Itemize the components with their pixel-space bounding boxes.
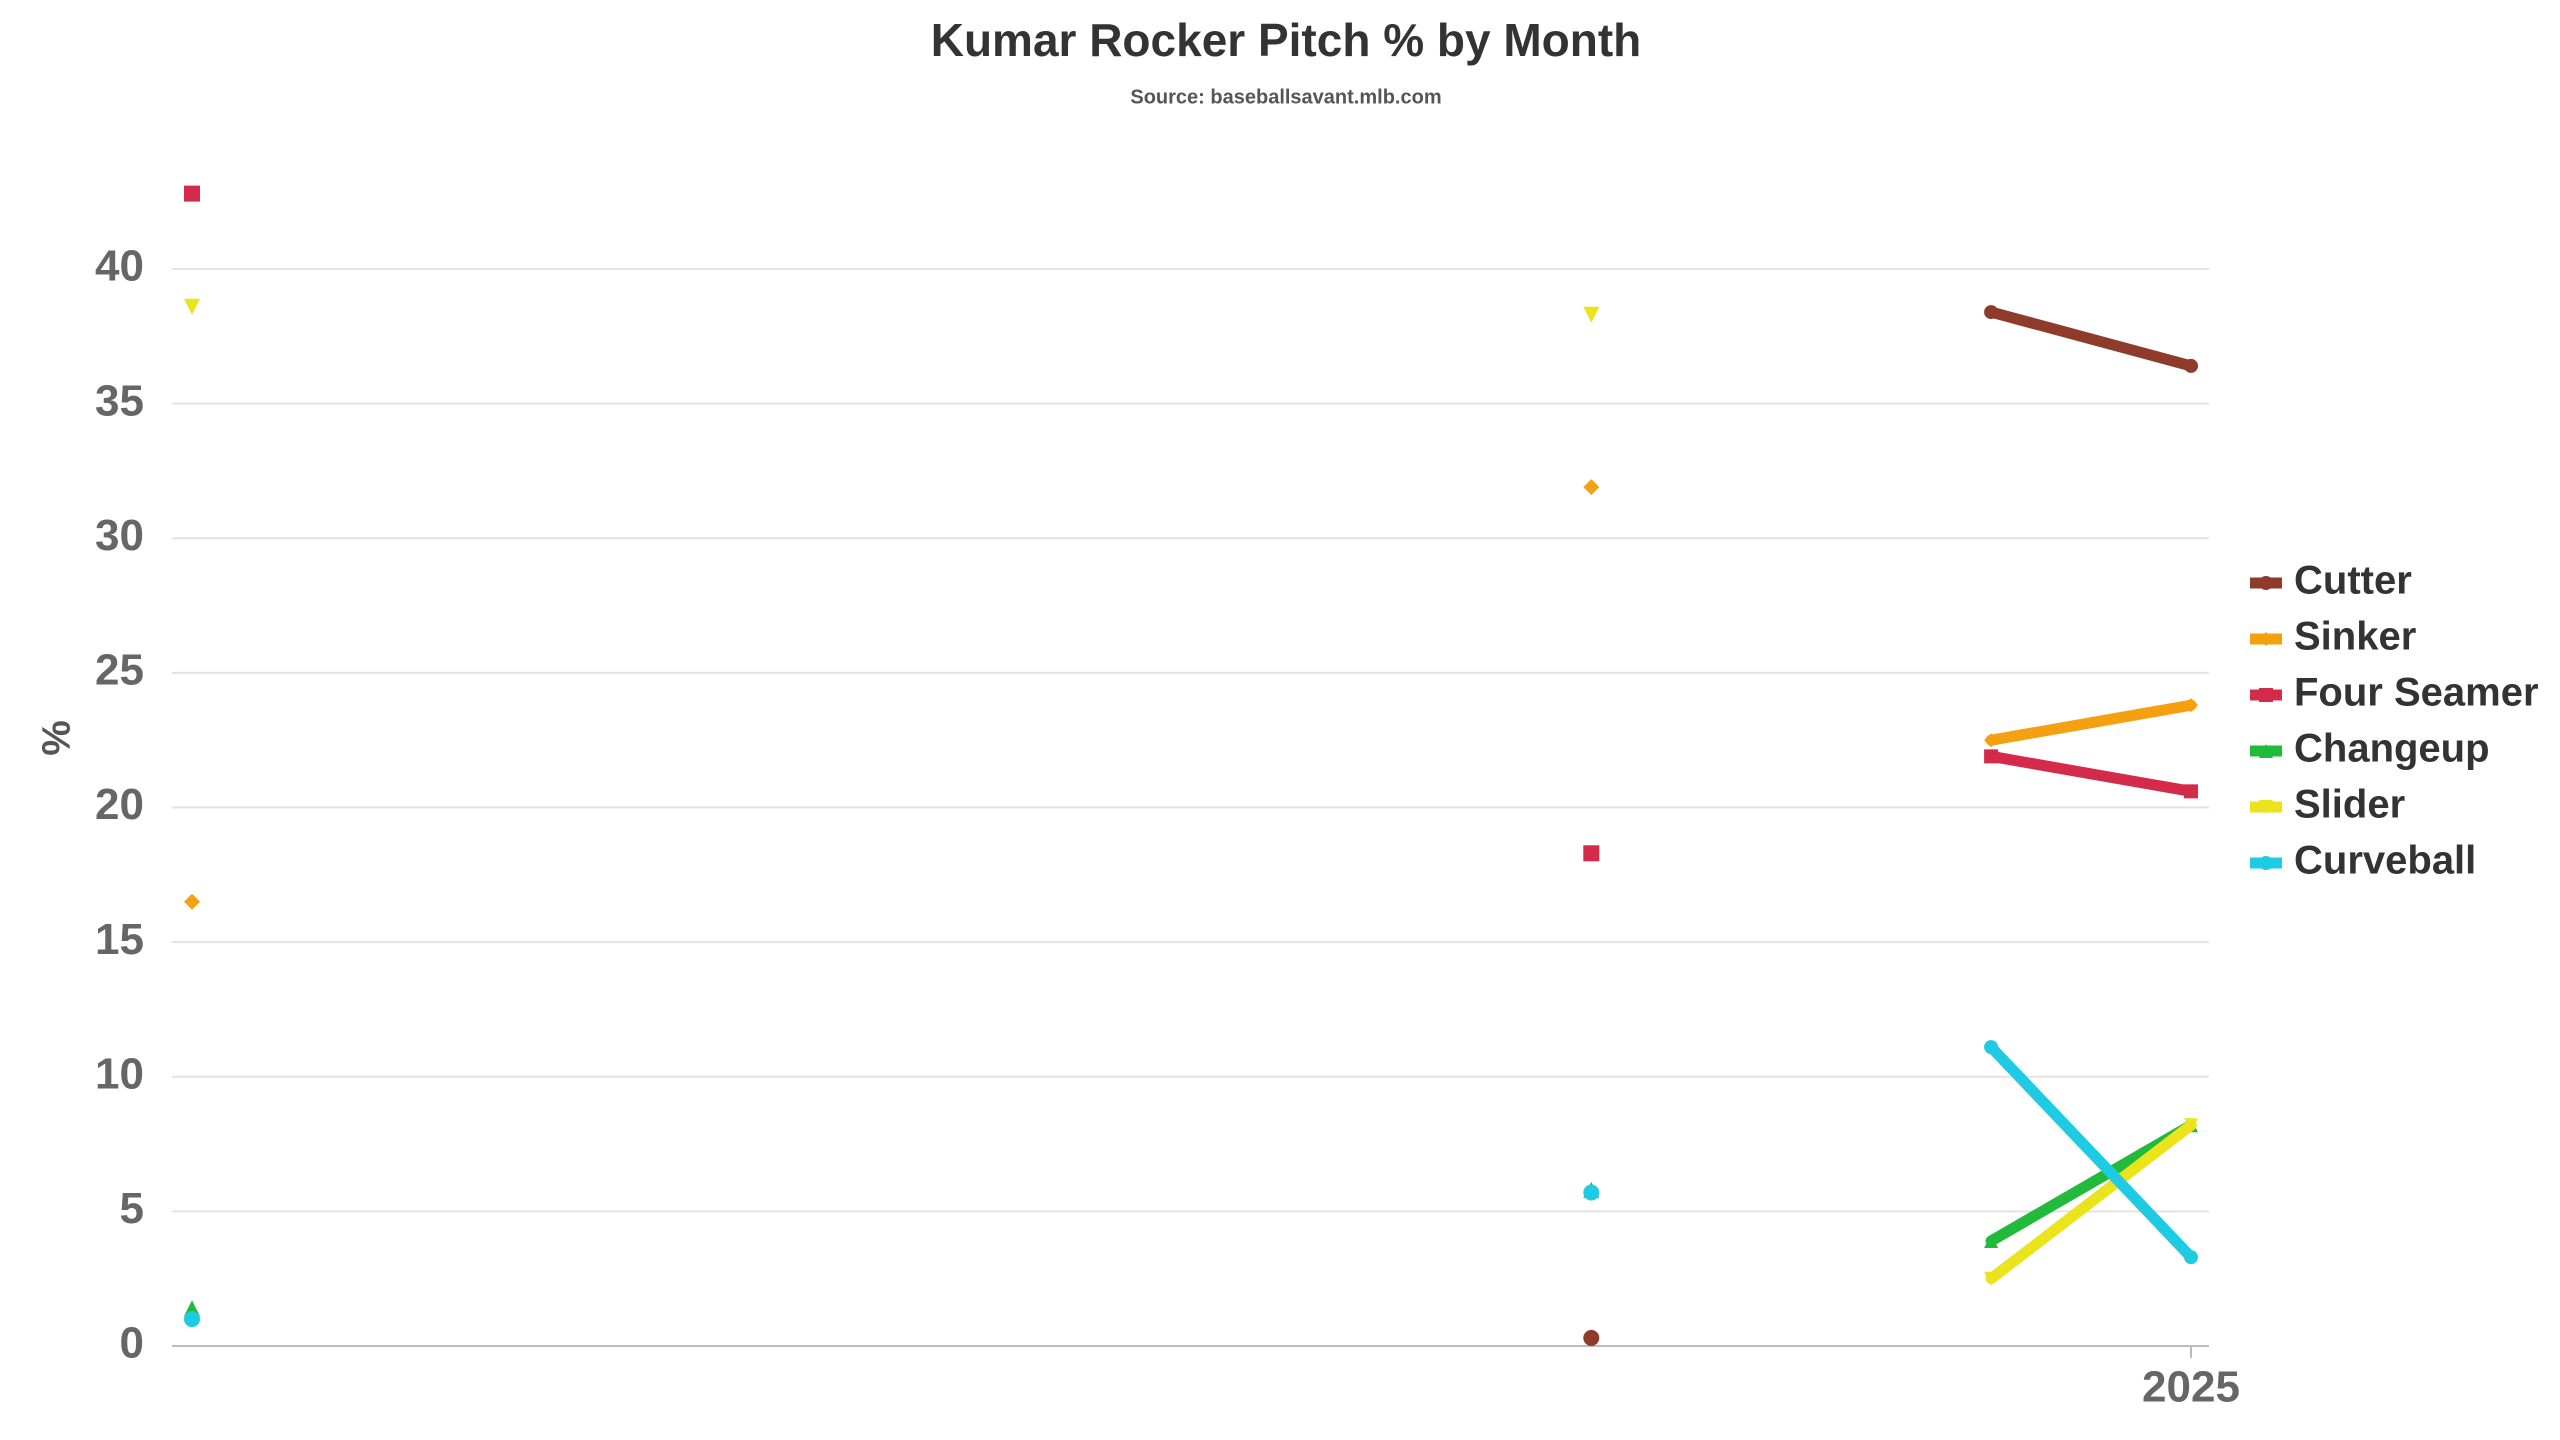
marker [184, 298, 200, 315]
marker [1984, 1271, 1999, 1286]
legend-label: Slider [2294, 783, 2405, 827]
y-tick-label: 20 [95, 780, 144, 829]
marker [2259, 576, 2273, 590]
marker [2184, 784, 2198, 799]
marker [1583, 306, 1600, 323]
marker [2259, 856, 2273, 870]
marker [2259, 800, 2273, 814]
y-tick-label: 15 [95, 915, 144, 964]
marker [1984, 1233, 1999, 1248]
legend-label: Curveball [2294, 839, 2476, 883]
marker [1984, 305, 1999, 320]
chart-subtitle: Source: baseballsavant.mlb.com [1130, 86, 1441, 108]
legend-label: Four Seamer [2294, 671, 2539, 715]
y-tick-label: 30 [95, 511, 144, 560]
marker [2184, 698, 2198, 713]
marker [2184, 1118, 2198, 1133]
marker [184, 185, 200, 202]
marker [2259, 688, 2273, 702]
series-line [1985, 306, 2197, 372]
series-line [1985, 1119, 2197, 1285]
series-line [1985, 1041, 2197, 1263]
marker [2184, 1250, 2198, 1265]
y-tick-label: 10 [95, 1049, 144, 1098]
marker [1583, 1184, 1600, 1201]
marker [1984, 733, 1999, 748]
series-line [1985, 750, 2197, 797]
marker [1984, 1040, 1999, 1055]
marker [1583, 1329, 1600, 1346]
marker [184, 893, 200, 910]
series-line [1985, 699, 2197, 746]
marker [1583, 479, 1600, 496]
marker [1583, 845, 1600, 862]
y-axis-label: % [35, 720, 79, 756]
x-tick-label: 2025 [2142, 1363, 2240, 1412]
legend-label: Cutter [2294, 559, 2412, 603]
marker [2184, 358, 2198, 373]
y-tick-label: 0 [120, 1319, 144, 1368]
marker [2259, 744, 2273, 758]
chart-title: Kumar Rocker Pitch % by Month [931, 14, 1642, 66]
marker [1984, 749, 1999, 764]
legend-label: Sinker [2294, 615, 2416, 659]
y-tick-label: 25 [95, 646, 144, 695]
y-tick-label: 35 [95, 376, 144, 425]
legend-label: Changeup [2294, 727, 2490, 771]
marker [184, 1311, 200, 1328]
marker [2259, 632, 2273, 646]
y-tick-label: 5 [120, 1184, 144, 1233]
y-tick-label: 40 [95, 242, 144, 291]
